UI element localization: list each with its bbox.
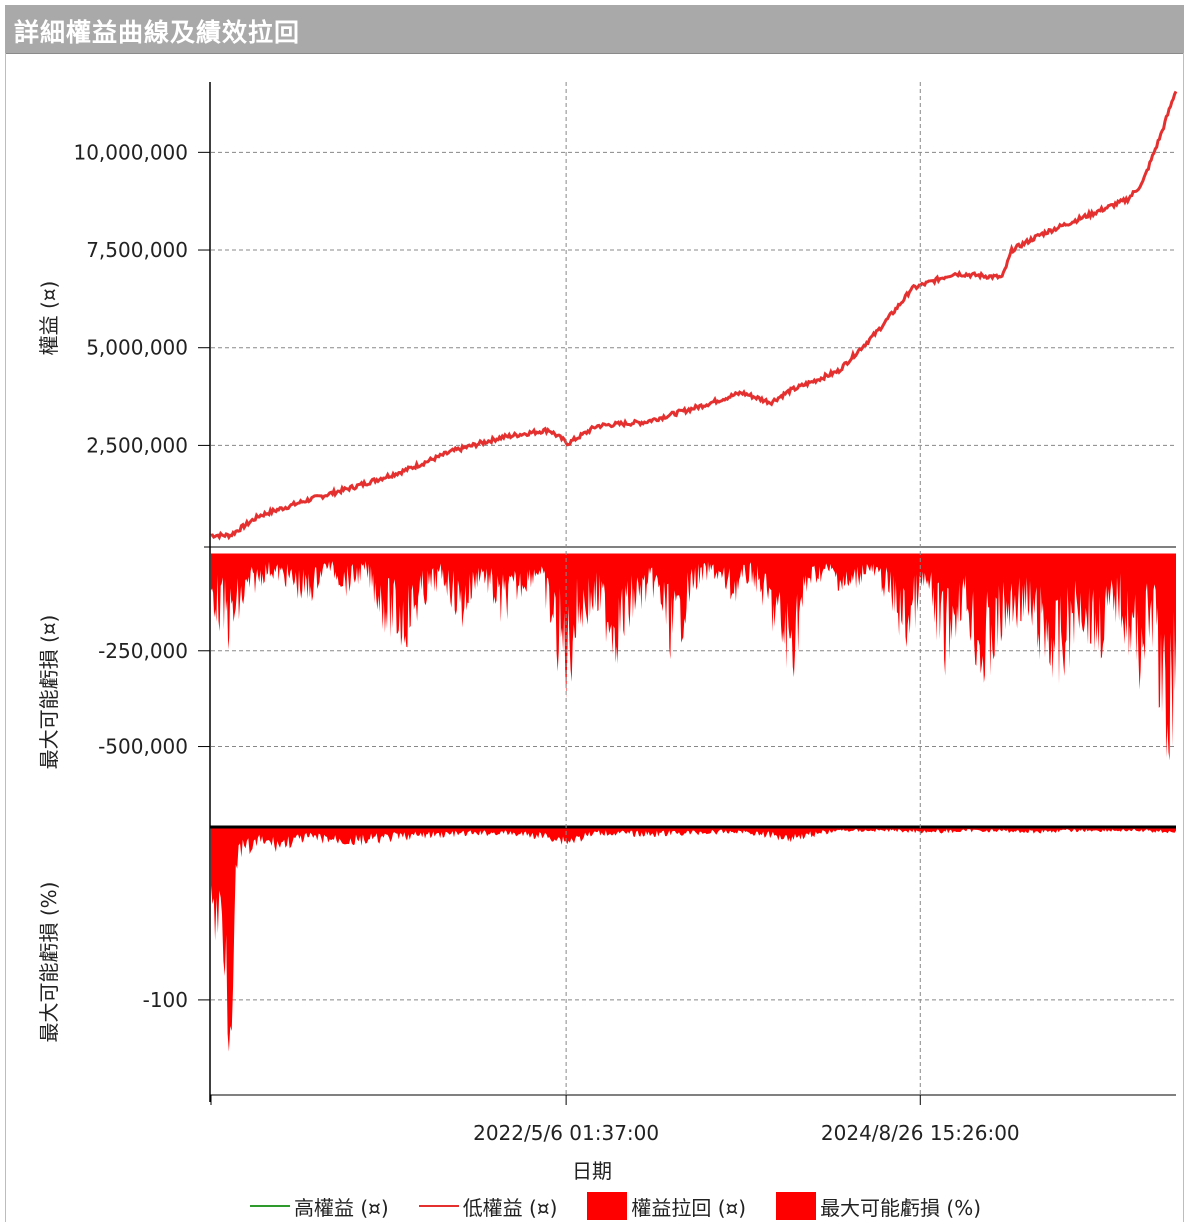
chart-legend: 高權益 (¤) 低權益 (¤) 權益拉回 (¤) 最大可能虧損 (%) (250, 1190, 1011, 1222)
legend-item-high-equity[interactable]: 高權益 (¤) (250, 1192, 389, 1221)
equity-y-axis-label: 權益 (¤) (37, 281, 61, 356)
y-tick-label: 5,000,000 (86, 336, 188, 360)
y-tick-label: 2,500,000 (86, 433, 188, 457)
drawdown-pct-y-ticks: -100 (143, 988, 210, 1012)
drawdown-abs-panel: -250,000 -500,000 最大可能虧損 (¤) (37, 553, 1176, 770)
legend-item-low-equity[interactable]: 低權益 (¤) (418, 1192, 558, 1221)
legend-label: 低權益 (¤) (462, 1195, 558, 1220)
window-title: 詳細權益曲線及績效拉回 (14, 18, 301, 47)
legend-label: 權益拉回 (¤) (631, 1195, 747, 1220)
equity-y-ticks: 10,000,000 7,500,000 5,000,000 2,500,000 (73, 140, 210, 457)
red-box-icon (587, 1192, 628, 1220)
y-tick-label: 10,000,000 (73, 140, 188, 164)
equity-panel: 10,000,000 7,500,000 5,000,000 2,500,000 權益… (37, 90, 1178, 541)
green-line-icon (250, 1205, 290, 1207)
x-tick-label: 2024/8/26 15:26:00 (821, 1121, 1020, 1145)
legend-item-max-loss-pct[interactable]: 最大可能虧損 (%) (776, 1192, 981, 1221)
y-tick-label: -500,000 (98, 735, 188, 759)
drawdown-abs-y-ticks: -250,000 -500,000 (98, 639, 210, 759)
legend-label: 高權益 (¤) (294, 1195, 389, 1220)
low-equity-line (210, 90, 1178, 541)
red-box-icon (776, 1192, 817, 1220)
legend-item-equity-drawdown[interactable]: 權益拉回 (¤) (587, 1192, 746, 1221)
window-titlebar: 詳細權益曲線及績效拉回 (5, 5, 1184, 54)
drawdown-abs-area (211, 555, 1176, 761)
y-tick-label: -250,000 (98, 639, 188, 663)
x-tick-label: 2022/5/6 01:37:00 (473, 1121, 659, 1145)
drawdown-pct-y-axis-label: 最大可能虧損 (%) (37, 882, 61, 1043)
drawdown-pct-area (211, 827, 1176, 1052)
x-axis-label: 日期 (572, 1159, 612, 1183)
drawdown-abs-y-axis-label: 最大可能虧損 (¤) (37, 615, 61, 770)
x-axis-ticks: 2022/5/6 01:37:00 2024/8/26 15:26:00 (210, 82, 1020, 1145)
y-tick-label: 7,500,000 (86, 238, 188, 262)
drawdown-pct-panel: -100 最大可能虧損 (%) (37, 825, 1176, 1052)
frame-border-left (5, 53, 6, 1222)
red-line-icon (418, 1205, 459, 1207)
equity-gridlines (211, 151, 1176, 446)
legend-label: 最大可能虧損 (%) (820, 1195, 982, 1220)
y-tick-label: -100 (143, 988, 188, 1012)
